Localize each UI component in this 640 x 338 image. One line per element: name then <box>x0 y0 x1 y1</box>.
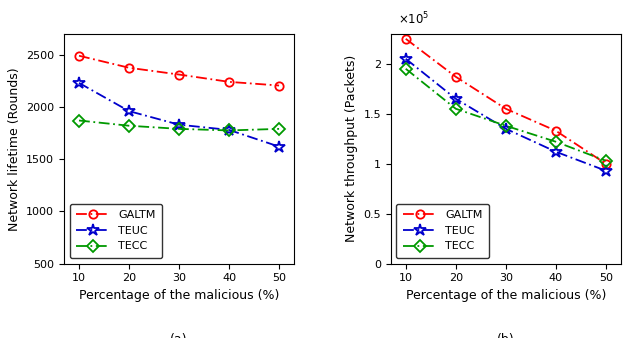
Text: (a): (a) <box>170 333 188 338</box>
Legend: GALTM, TEUC, TECC: GALTM, TEUC, TECC <box>70 203 163 258</box>
Text: (b): (b) <box>497 333 515 338</box>
Y-axis label: Network throughput (Packets): Network throughput (Packets) <box>345 55 358 242</box>
X-axis label: Percentage of the malicious (%): Percentage of the malicious (%) <box>79 289 279 302</box>
Legend: GALTM, TEUC, TECC: GALTM, TEUC, TECC <box>396 203 489 258</box>
Text: $\times10^5$: $\times10^5$ <box>397 10 429 27</box>
X-axis label: Percentage of the malicious (%): Percentage of the malicious (%) <box>406 289 606 302</box>
Y-axis label: Network lifetime (Rounds): Network lifetime (Rounds) <box>8 67 20 231</box>
